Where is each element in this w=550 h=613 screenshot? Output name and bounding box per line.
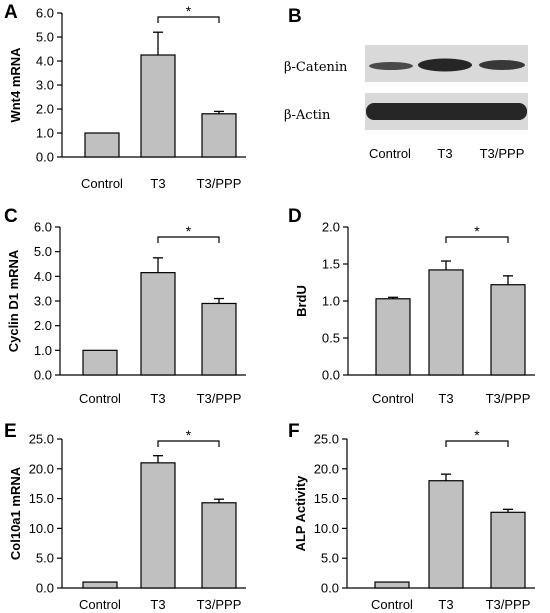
significance-bracket xyxy=(157,16,220,23)
bar xyxy=(490,284,526,376)
bar xyxy=(490,511,526,589)
y-tick-label: 5.0 xyxy=(36,551,54,566)
y-tick-label: 0.0 xyxy=(36,581,54,596)
y-tick-label: 5.0 xyxy=(321,551,339,566)
blot-row-label-catenin: β-Catenin xyxy=(284,60,348,75)
blot-lane-label-t3: T3 xyxy=(437,146,452,161)
y-tick-label: 1.5 xyxy=(322,257,340,272)
y-axis-label: Col10a1 mRNA xyxy=(8,466,23,560)
y-axis-label: Wnt4 mRNA xyxy=(8,47,23,123)
bar xyxy=(201,502,237,589)
y-tick-label: 1.0 xyxy=(36,126,54,141)
significance-label: * xyxy=(474,427,480,443)
y-tick-label: 0.5 xyxy=(322,331,340,346)
x-tick-label: T3/PPP xyxy=(197,176,242,191)
y-tick-label: 1.0 xyxy=(322,294,340,309)
significance-label: * xyxy=(474,223,480,239)
band-catenin-t3 xyxy=(418,58,472,72)
significance-bracket xyxy=(157,236,220,243)
y-tick-label: 3.0 xyxy=(34,294,52,309)
band-catenin-t3ppp xyxy=(479,60,525,70)
bar xyxy=(140,462,176,589)
y-tick-label: 1.0 xyxy=(34,343,52,358)
y-tick-label: 3.0 xyxy=(36,78,54,93)
y-tick-label: 25.0 xyxy=(314,432,339,447)
y-axis-label: BrdU xyxy=(294,285,309,317)
y-tick-label: 20.0 xyxy=(29,461,54,476)
x-tick-label: Control xyxy=(372,391,414,406)
y-tick-label: 25.0 xyxy=(29,432,54,447)
significance-label: * xyxy=(186,3,192,19)
x-tick-label: T3/PPP xyxy=(486,391,531,406)
alp-activity-chart: 0.0 5.0 10.0 15.0 20.0 25.0 ALP Activity Contro… xyxy=(293,427,535,612)
col10a1-chart: 0.0 5.0 10.0 15.0 20.0 25.0 Col10a1 mRNA Contro… xyxy=(8,427,246,612)
x-tick-label: Control xyxy=(371,597,413,612)
blot-lane-label-t3ppp: T3/PPP xyxy=(480,146,525,161)
bar xyxy=(428,480,464,589)
y-tick-label: 0.0 xyxy=(322,368,340,383)
bar xyxy=(375,298,411,376)
panel-letter-e: E xyxy=(4,421,17,442)
blot-lane-label-control: Control xyxy=(369,146,411,161)
y-tick-label: 5.0 xyxy=(36,30,54,45)
x-tick-label: T3 xyxy=(438,597,453,612)
x-tick-label: Control xyxy=(79,597,121,612)
bar xyxy=(84,132,120,158)
x-tick-label: T3 xyxy=(438,391,453,406)
cyclin-d1-chart: 0.0 1.0 2.0 3.0 4.0 5.0 6.0 Cyclin D1 mRNA Contr… xyxy=(6,220,246,406)
blot-row-label-actin: β-Actin xyxy=(284,108,331,123)
panel-letter-f: F xyxy=(288,421,300,442)
y-axis-label: ALP Activity xyxy=(293,475,308,552)
x-tick-label: T3/PPP xyxy=(197,597,242,612)
x-tick-label: Control xyxy=(81,176,123,191)
x-tick-label: T3 xyxy=(150,391,165,406)
panel-letter-c: C xyxy=(4,206,18,227)
y-tick-label: 6.0 xyxy=(34,220,52,235)
y-tick-label: 10.0 xyxy=(29,521,54,536)
y-tick-label: 15.0 xyxy=(314,491,339,506)
y-tick-label: 0.0 xyxy=(34,368,52,383)
y-tick-label: 2.0 xyxy=(322,220,340,235)
bar xyxy=(140,54,176,158)
bar xyxy=(140,272,176,376)
significance-bracket xyxy=(445,440,509,447)
brdu-chart: 0.0 0.5 1.0 1.5 2.0 BrdU Control T3 T3/PPP * xyxy=(294,220,535,406)
y-tick-label: 0.0 xyxy=(321,581,339,596)
panel-letter-a: A xyxy=(4,2,18,23)
panel-letter-b: B xyxy=(288,6,302,27)
y-tick-label: 4.0 xyxy=(36,54,54,69)
y-tick-label: 10.0 xyxy=(314,521,339,536)
bar xyxy=(201,113,237,158)
y-tick-label: 6.0 xyxy=(36,6,54,21)
x-tick-label: Control xyxy=(79,391,121,406)
y-tick-label: 2.0 xyxy=(36,102,54,117)
y-tick-label: 4.0 xyxy=(34,269,52,284)
bar xyxy=(82,349,118,376)
significance-bracket xyxy=(445,236,509,243)
bar xyxy=(201,302,237,376)
y-axis-label: Cyclin D1 mRNA xyxy=(6,249,21,352)
significance-bracket xyxy=(157,440,220,447)
panel-letter-d: D xyxy=(288,206,302,227)
y-tick-label: 0.0 xyxy=(36,150,54,165)
x-tick-label: T3/PPP xyxy=(486,597,531,612)
x-tick-label: T3 xyxy=(150,597,165,612)
significance-label: * xyxy=(186,427,192,443)
bar xyxy=(374,581,410,589)
wnt4-chart: 0.0 1.0 2.0 3.0 4.0 5.0 6.0 Wnt4 mRNA Control T3 T… xyxy=(8,3,246,191)
y-tick-label: 5.0 xyxy=(34,244,52,259)
y-tick-label: 20.0 xyxy=(314,461,339,476)
x-tick-label: T3 xyxy=(150,176,165,191)
band-catenin-control xyxy=(369,62,413,70)
bar xyxy=(428,269,464,376)
western-blot: β-Catenin β-Actin Control T3 T3/PPP xyxy=(284,45,528,161)
x-tick-label: T3/PPP xyxy=(197,391,242,406)
significance-label: * xyxy=(186,223,192,239)
y-tick-label: 2.0 xyxy=(34,318,52,333)
y-tick-label: 15.0 xyxy=(29,491,54,506)
bar xyxy=(82,581,118,589)
band-actin-row xyxy=(366,103,527,120)
